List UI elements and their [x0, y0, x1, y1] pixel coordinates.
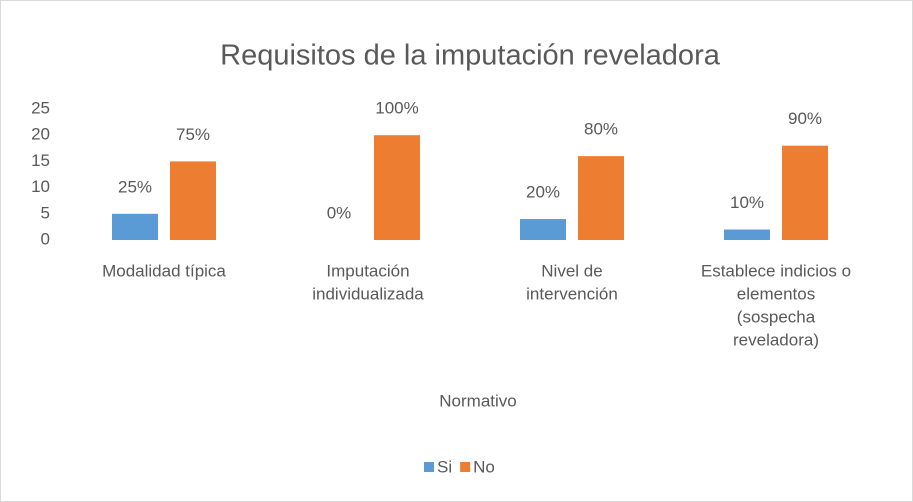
x-tick-label: elementos — [737, 284, 815, 303]
bar — [170, 161, 216, 240]
x-tick-label: intervención — [526, 284, 618, 303]
data-label: 90% — [788, 109, 822, 128]
x-tick-label: Imputación — [326, 261, 409, 280]
x-tick-label: individualizada — [312, 284, 424, 303]
y-tick-label: 25 — [31, 98, 50, 117]
legend-swatch — [424, 462, 434, 472]
data-label: 75% — [176, 125, 210, 144]
x-tick-label: (sospecha — [737, 307, 816, 326]
x-axis-title: Normativo — [439, 391, 516, 410]
data-label: 0% — [327, 203, 352, 222]
y-tick-label: 10 — [31, 177, 50, 196]
legend-label: No — [473, 457, 495, 476]
chart-title: Requisitos de la imputación reveladora — [220, 40, 721, 72]
bar — [520, 219, 566, 240]
y-tick-label: 0 — [41, 229, 50, 248]
data-label: 80% — [584, 120, 618, 139]
x-tick-label: Establece indicios o — [701, 261, 851, 280]
data-label: 20% — [526, 183, 560, 202]
x-tick-label: Nivel de — [541, 261, 602, 280]
legend-label: Si — [437, 457, 452, 476]
x-tick-label: reveladora) — [733, 330, 819, 349]
y-tick-label: 15 — [31, 151, 50, 170]
x-tick-label: Modalidad típica — [102, 261, 226, 280]
legend-swatch — [460, 462, 471, 472]
bar — [724, 229, 770, 240]
y-tick-label: 20 — [31, 125, 50, 144]
data-label: 25% — [118, 177, 152, 196]
bar — [782, 145, 828, 240]
data-label: 10% — [730, 193, 764, 212]
y-tick-label: 5 — [41, 203, 50, 222]
data-label: 100% — [375, 99, 418, 118]
bar — [374, 135, 420, 240]
bar — [578, 156, 624, 240]
bar — [112, 213, 158, 240]
